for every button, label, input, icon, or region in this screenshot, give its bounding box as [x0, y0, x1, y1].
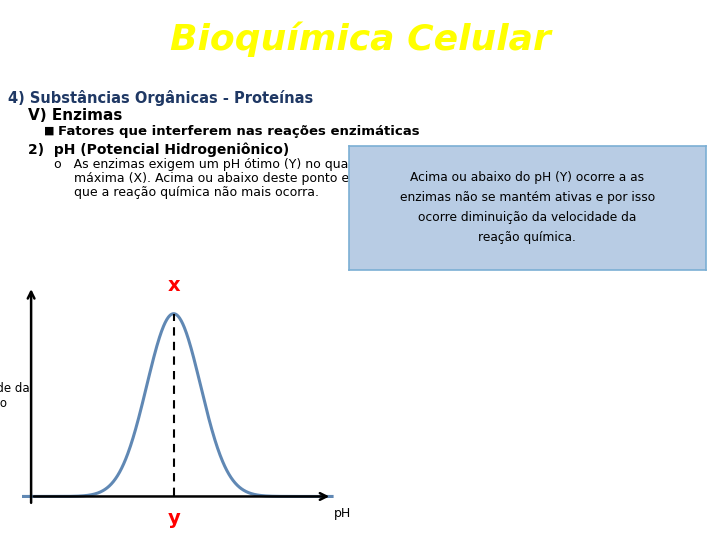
Text: o   As enzimas exigem um pH ótimo (Y) no qual a velocidade da reação seja: o As enzimas exigem um pH ótimo (Y) no q… [38, 158, 532, 171]
Text: máxima (X). Acima ou abaixo deste ponto elas diminuem sua atividade até: máxima (X). Acima ou abaixo deste ponto … [38, 172, 546, 185]
Text: Bioquímica Celular: Bioquímica Celular [170, 22, 550, 57]
Text: y: y [167, 509, 180, 528]
Text: V) Enzimas: V) Enzimas [28, 109, 122, 123]
Text: Pepsina: pH ideal 2
Ptialina: pH ideal 7
Tripsina: pH ideal 8: Pepsina: pH ideal 2 Ptialina: pH ideal 7… [503, 390, 631, 445]
Text: 2)  pH (Potencial Hidrogeniônico): 2) pH (Potencial Hidrogeniônico) [28, 142, 289, 157]
Text: Acima ou abaixo do pH (Y) ocorre a as
enzimas não se mantém ativas e por isso
oc: Acima ou abaixo do pH (Y) ocorre a as en… [400, 171, 655, 245]
Text: x: x [167, 276, 180, 295]
Text: 4) Substâncias Orgânicas - Proteínas: 4) Substâncias Orgânicas - Proteínas [8, 90, 313, 106]
Text: Velocidade da
reação: Velocidade da reação [0, 382, 30, 410]
Text: Exemplos: Exemplos [530, 371, 604, 385]
Text: pH: pH [333, 508, 351, 521]
Text: que a reação química não mais ocorra.: que a reação química não mais ocorra. [38, 186, 319, 199]
Text: ■: ■ [44, 125, 55, 135]
Text: Fatores que interferem nas reações enzimáticas: Fatores que interferem nas reações enzim… [58, 125, 420, 138]
